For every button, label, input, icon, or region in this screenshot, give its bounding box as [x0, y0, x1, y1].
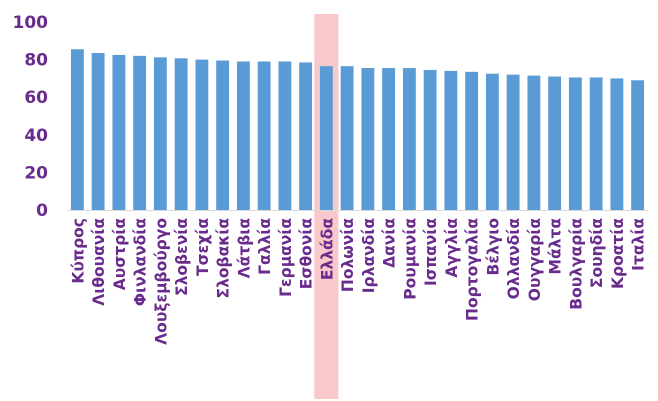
bar — [299, 62, 313, 210]
bar — [631, 80, 645, 210]
x-tick-label: Αγγλία — [443, 218, 461, 278]
bar — [568, 77, 582, 211]
x-tick-label: Ολλανδία — [505, 218, 523, 299]
x-tick-label: Μάλτα — [547, 218, 565, 274]
x-tick-label: Εσθονία — [298, 218, 316, 289]
y-tick-label: 60 — [24, 88, 48, 108]
bar — [485, 73, 499, 210]
x-tick-label: Σουηδία — [588, 218, 606, 288]
bar — [319, 66, 333, 211]
bar — [444, 70, 458, 210]
x-tick-label: Κύπρος — [69, 218, 87, 284]
x-tick-label: Λάτβια — [235, 218, 253, 278]
x-tick-label: Ιρλανδία — [360, 218, 378, 293]
bar — [112, 54, 126, 211]
x-axis: Κύπρος Λιθουανία Αυστρία Φινλανδία Λουξεμβού… — [69, 218, 647, 345]
x-tick-label: Πολωνία — [339, 218, 357, 292]
bar — [589, 77, 603, 211]
x-tick-label: Λουξεμβούργο — [152, 218, 170, 345]
bar — [278, 61, 292, 211]
x-tick-label: Γαλλία — [256, 218, 274, 275]
bar — [236, 61, 250, 211]
bar — [174, 58, 188, 211]
y-tick-label: 100 — [13, 13, 49, 33]
bar — [195, 59, 209, 210]
bar — [340, 66, 354, 211]
x-tick-label: Ελλάδα — [318, 218, 336, 280]
bar — [257, 61, 271, 211]
x-tick-label: Αυστρία — [111, 218, 129, 290]
x-tick-label: Ισπανία — [422, 218, 440, 286]
y-tick-label: 40 — [24, 126, 48, 146]
bar — [361, 68, 375, 210]
x-tick-label: Λιθουανία — [90, 218, 108, 306]
x-tick-label: Τσεχία — [194, 218, 212, 276]
bar — [216, 60, 230, 210]
bar — [153, 57, 167, 211]
bar — [506, 74, 520, 210]
x-tick-label: Βέλγιο — [484, 218, 502, 276]
y-axis: 0 20 40 60 80 100 — [13, 13, 49, 221]
x-tick-label: Πορτογαλία — [464, 218, 482, 321]
y-tick-label: 80 — [24, 51, 48, 71]
bar — [382, 68, 396, 210]
bar — [91, 53, 105, 210]
x-tick-label: Γερμανία — [277, 218, 295, 297]
y-tick-label: 20 — [24, 163, 48, 183]
y-tick-label: 0 — [36, 201, 48, 221]
bars-layer — [70, 49, 645, 211]
bar — [402, 68, 416, 210]
x-tick-label: Σλοβακία — [215, 218, 233, 299]
x-tick-label: Κροατία — [609, 218, 627, 289]
x-tick-label: Ιταλία — [630, 218, 648, 271]
bar — [527, 75, 541, 210]
x-tick-label: Δανία — [381, 218, 399, 268]
bar — [70, 49, 84, 211]
x-tick-label: Ρουμανία — [401, 218, 419, 300]
bar — [423, 69, 437, 210]
bar — [465, 71, 479, 210]
bar — [133, 55, 147, 211]
x-tick-label: Βουλγαρία — [567, 218, 585, 310]
bar — [610, 78, 624, 211]
x-tick-label: Φινλανδία — [132, 218, 150, 306]
bar — [548, 76, 562, 211]
x-tick-label: Σλοβενία — [173, 218, 191, 296]
x-tick-label: Ουγγαρία — [526, 218, 544, 301]
